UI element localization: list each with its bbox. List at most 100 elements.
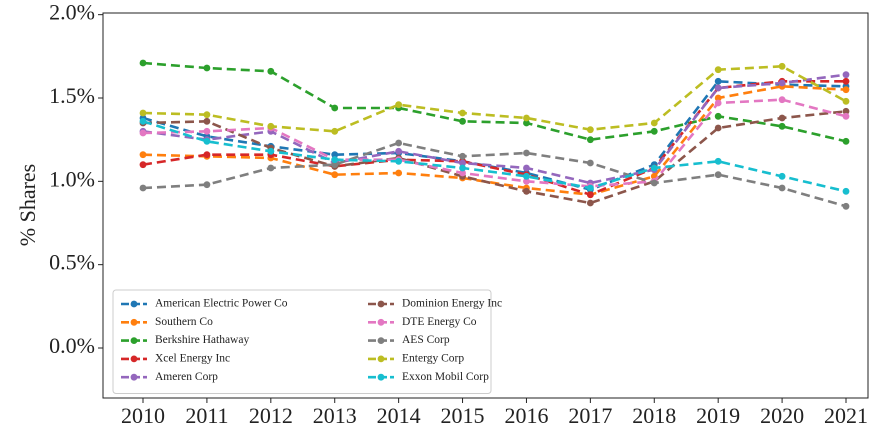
- point: [714, 77, 722, 85]
- point: [842, 107, 850, 115]
- point: [650, 179, 658, 187]
- point: [395, 157, 403, 165]
- point: [523, 187, 530, 195]
- point: [586, 126, 594, 134]
- point: [459, 159, 466, 167]
- x-tick-label: 2015: [441, 403, 485, 428]
- point: [650, 119, 658, 127]
- y-tick-label: 1.0%: [49, 166, 95, 191]
- point: [395, 169, 403, 177]
- series-line: [142, 85, 847, 196]
- point: [331, 156, 339, 164]
- legend-label: American Electric Power Co: [155, 298, 288, 310]
- point: [586, 191, 594, 199]
- point: [778, 184, 786, 192]
- legend-label: DTE Energy Co: [402, 316, 477, 328]
- point: [331, 161, 339, 169]
- point: [267, 122, 275, 130]
- point: [139, 184, 147, 192]
- x-tick-label: 2010: [121, 403, 165, 428]
- x-tick-label: 2016: [504, 403, 548, 428]
- y-axis-label: % Shares: [15, 164, 40, 246]
- series-line: [142, 73, 847, 185]
- point: [523, 114, 530, 122]
- legend-marker: [377, 373, 385, 381]
- series-line: [142, 110, 847, 205]
- y-tick-label: 1.5%: [49, 83, 95, 108]
- point: [650, 164, 658, 172]
- legend-marker: [377, 355, 385, 363]
- legend-marker: [377, 318, 385, 326]
- point: [459, 169, 466, 177]
- point: [395, 101, 403, 109]
- y-tick-label: 0.5%: [49, 250, 95, 275]
- point: [523, 149, 530, 157]
- point: [523, 164, 530, 172]
- point: [139, 117, 147, 125]
- series-line: [142, 80, 846, 197]
- point: [842, 86, 850, 94]
- point: [459, 152, 466, 160]
- point: [778, 114, 786, 122]
- point: [778, 79, 786, 87]
- point: [139, 129, 147, 137]
- point: [459, 109, 466, 117]
- series-line: [142, 61, 847, 143]
- legend-label: Entergy Corp: [402, 353, 464, 365]
- point: [139, 161, 147, 169]
- point: [459, 117, 466, 125]
- x-tick-label: 2018: [632, 403, 676, 428]
- point: [523, 172, 530, 180]
- legend-marker: [130, 318, 138, 326]
- point: [395, 147, 403, 155]
- legend-label: Berkshire Hathaway: [155, 334, 249, 346]
- x-tick-label: 2012: [249, 403, 293, 428]
- point: [842, 187, 850, 195]
- point: [714, 84, 722, 92]
- point: [714, 66, 722, 74]
- point: [267, 164, 275, 172]
- x-tick-label: 2017: [568, 403, 612, 428]
- point: [203, 181, 211, 189]
- series-line: [142, 65, 847, 133]
- point: [842, 97, 850, 105]
- point: [714, 94, 722, 102]
- y-tick-label: 0.0%: [49, 333, 95, 358]
- point: [586, 159, 594, 167]
- point: [139, 59, 147, 67]
- point: [267, 147, 275, 155]
- x-tick-label: 2019: [696, 403, 740, 428]
- point: [714, 157, 722, 165]
- series-line: [142, 120, 847, 193]
- legend-box: [112, 289, 492, 394]
- point: [842, 137, 850, 145]
- point: [203, 64, 211, 72]
- point: [842, 77, 850, 85]
- legend-label: Dominion Energy Inc: [402, 298, 502, 310]
- point: [586, 199, 594, 207]
- legend-marker: [377, 337, 385, 344]
- x-tick-label: 2020: [760, 403, 804, 428]
- point: [523, 177, 530, 185]
- point: [778, 172, 786, 180]
- point: [714, 124, 722, 132]
- y-tick-label: 2.0%: [49, 0, 95, 25]
- point: [842, 202, 850, 210]
- legend-marker: [130, 355, 138, 363]
- point: [714, 112, 722, 120]
- x-tick-label: 2021: [824, 403, 868, 428]
- point: [331, 171, 339, 179]
- point: [203, 151, 211, 159]
- point: [842, 71, 850, 79]
- point: [203, 137, 211, 145]
- legend-label: Xcel Energy Inc: [155, 353, 230, 365]
- point: [778, 122, 786, 130]
- point: [331, 104, 339, 112]
- point: [842, 112, 850, 120]
- legend-label: Ameren Corp: [155, 371, 218, 383]
- legend-marker: [130, 300, 138, 308]
- point: [459, 164, 466, 172]
- point: [203, 127, 211, 135]
- legend-label: Southern Co: [155, 316, 213, 328]
